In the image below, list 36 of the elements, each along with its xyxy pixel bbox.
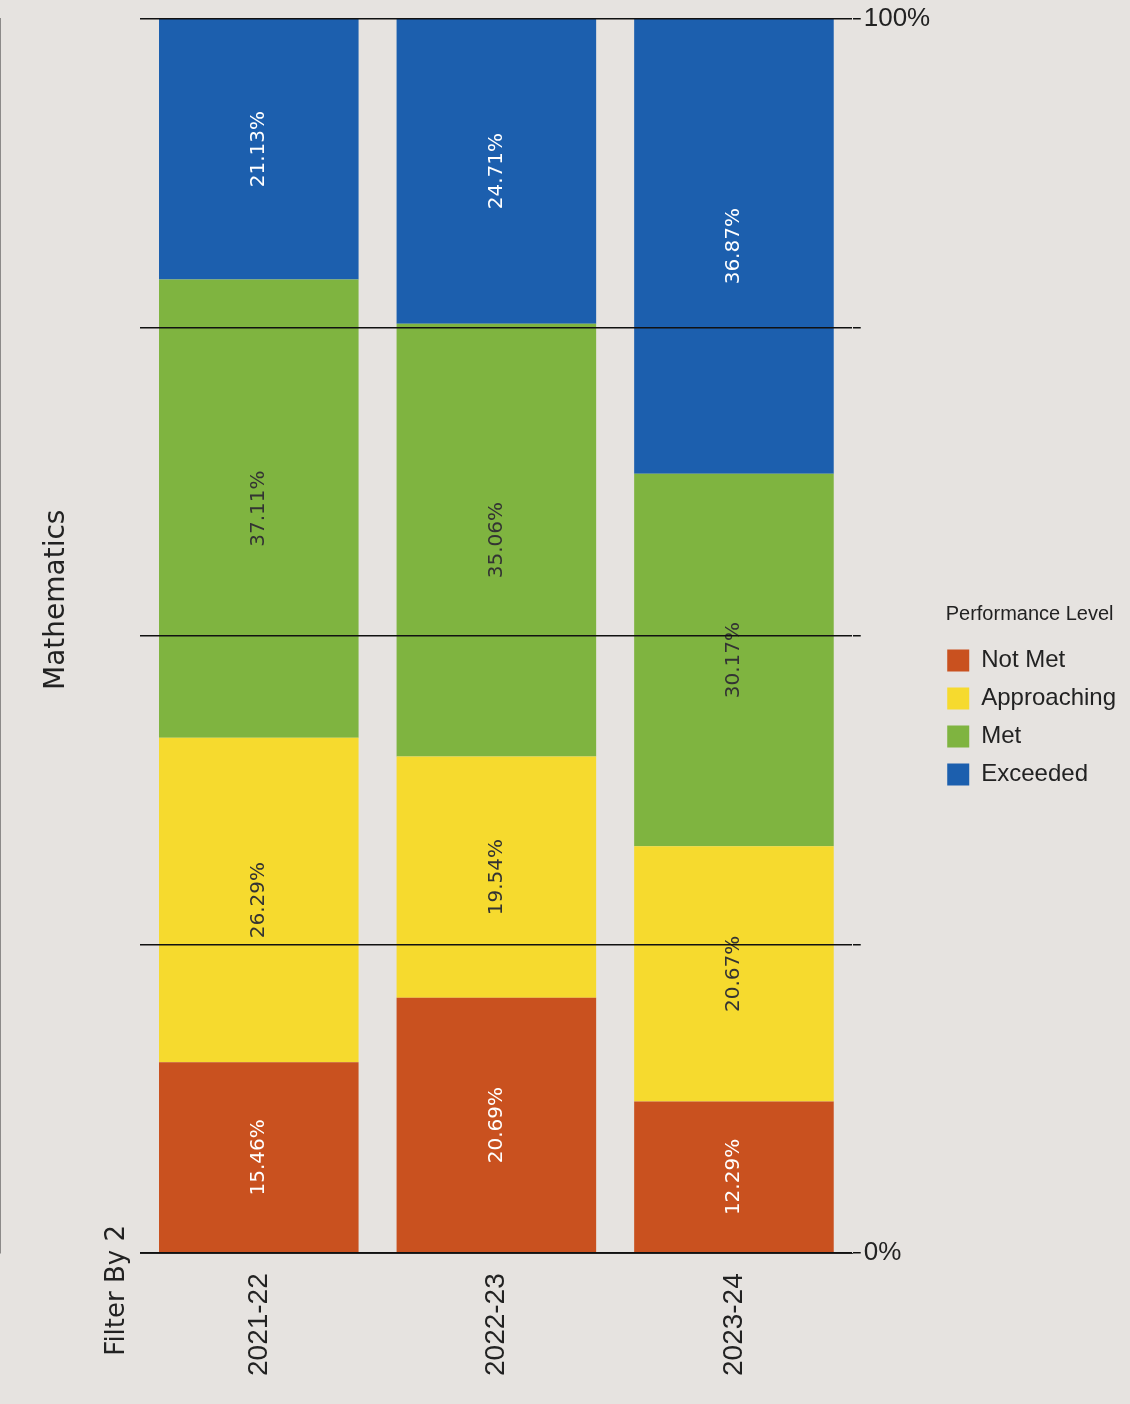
y-tick-label: 0% (863, 1236, 902, 1267)
bar (396, 997, 597, 1253)
data-label: 20.69% (482, 1087, 507, 1164)
bar (634, 473, 834, 847)
legend-title: Performance Level (945, 602, 1114, 625)
bar (159, 1062, 359, 1253)
data-label: 19.54% (482, 839, 507, 916)
data-label: 36.87% (720, 208, 745, 285)
bar (159, 737, 359, 1063)
data-label: 21.13% (244, 111, 269, 188)
text: Filter By 2 (100, 1225, 130, 1356)
bar (159, 279, 359, 738)
bar (634, 18, 834, 474)
legend-label: Met (981, 721, 1022, 749)
legend-label: Approaching (981, 683, 1116, 711)
x-tick-label: 2022-23 (479, 1273, 511, 1377)
data-label: 30.17% (720, 621, 745, 699)
data-label: 24.71% (482, 133, 507, 210)
data-label: 37.11% (244, 470, 269, 547)
y-tick-label: 100% (863, 1, 931, 32)
legend-label: Exceeded (981, 759, 1088, 787)
text: Mathematics (38, 508, 71, 693)
data-label: 12.29% (720, 1138, 745, 1216)
data-label: 20.67% (720, 935, 745, 1013)
bar (159, 18, 359, 280)
bar (634, 846, 834, 1102)
bar (634, 1101, 834, 1253)
x-tick-label: 2023-24 (716, 1273, 748, 1377)
data-label: 26.29% (244, 861, 269, 939)
bar (396, 323, 597, 757)
data-label: 15.46% (244, 1119, 269, 1196)
bar (396, 18, 597, 324)
legend-label: Not Met (981, 645, 1066, 673)
data-label: 35.06% (482, 501, 507, 579)
x-tick-label: 2021-22 (241, 1273, 273, 1377)
bar (396, 756, 597, 998)
